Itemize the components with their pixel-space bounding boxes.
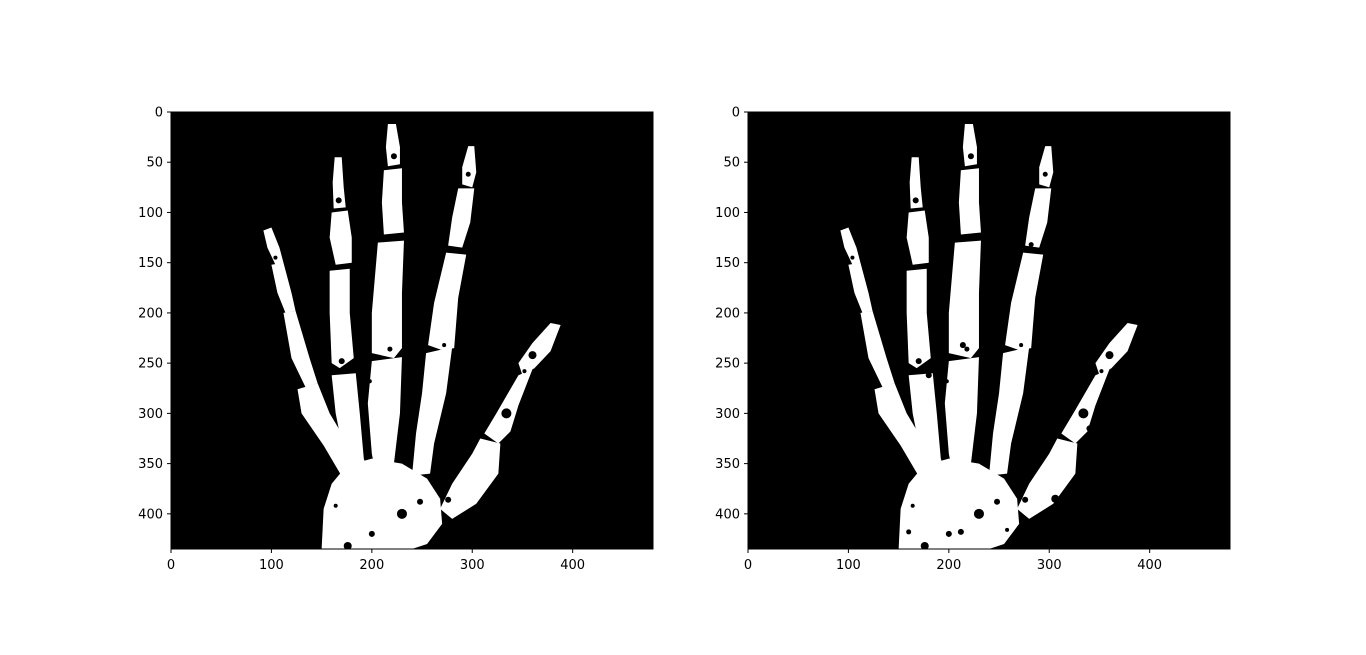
right-axes-frame	[747, 111, 1231, 550]
left-x-tick-label: 0	[167, 558, 175, 573]
left-y-tick-label: 100	[138, 206, 163, 221]
left-x-tick-label: 200	[359, 558, 384, 573]
left-y-tick-label: 300	[138, 407, 163, 422]
right-panel: 0 100 200 300 400 0 50 100 150 200 250 300 350 400	[715, 106, 1231, 573]
left-y-tick-label: 200	[138, 306, 163, 321]
left-x-tick-label: 400	[560, 558, 585, 573]
right-y-tick-label: 50	[723, 156, 740, 171]
left-y-axis: 0 50 100 150 200 250 300 350 400	[138, 106, 171, 522]
left-y-tick-label: 350	[138, 457, 163, 472]
left-x-axis: 0 100 200 300 400	[167, 549, 585, 573]
right-y-tick-label: 400	[715, 507, 740, 522]
right-y-tick-label: 150	[715, 256, 740, 271]
right-x-tick-label: 0	[744, 558, 752, 573]
left-y-tick-label: 400	[138, 507, 163, 522]
right-y-axis: 0 50 100 150 200 250 300 350 400	[715, 106, 748, 522]
left-panel: 0 100 200 300 400 0 50 100 150 200 250 300 350 400	[138, 106, 654, 573]
right-y-tick-label: 100	[715, 206, 740, 221]
right-x-tick-label: 300	[1037, 558, 1062, 573]
right-y-tick-label: 350	[715, 457, 740, 472]
left-x-tick-label: 100	[259, 558, 284, 573]
right-x-axis: 0 100 200 300 400	[744, 549, 1162, 573]
left-axes-frame	[170, 111, 654, 550]
right-x-tick-label: 200	[936, 558, 961, 573]
right-y-tick-label: 300	[715, 407, 740, 422]
right-y-tick-label: 0	[732, 106, 740, 121]
left-y-tick-label: 250	[138, 357, 163, 372]
left-y-tick-label: 0	[155, 106, 163, 121]
right-y-tick-label: 250	[715, 357, 740, 372]
left-x-tick-label: 300	[460, 558, 485, 573]
left-y-tick-label: 150	[138, 256, 163, 271]
right-x-tick-label: 100	[836, 558, 861, 573]
right-y-tick-label: 200	[715, 306, 740, 321]
left-y-tick-label: 50	[146, 156, 163, 171]
right-x-tick-label: 400	[1137, 558, 1162, 573]
